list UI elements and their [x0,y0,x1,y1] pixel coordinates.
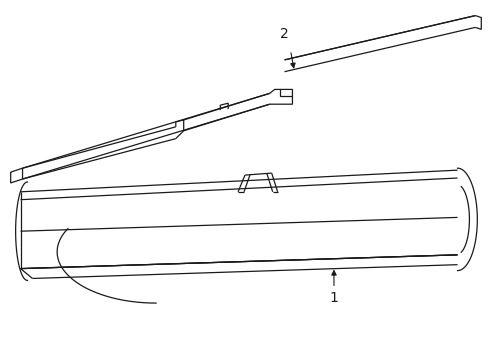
Text: 1: 1 [329,291,338,305]
Text: 2: 2 [280,27,288,41]
